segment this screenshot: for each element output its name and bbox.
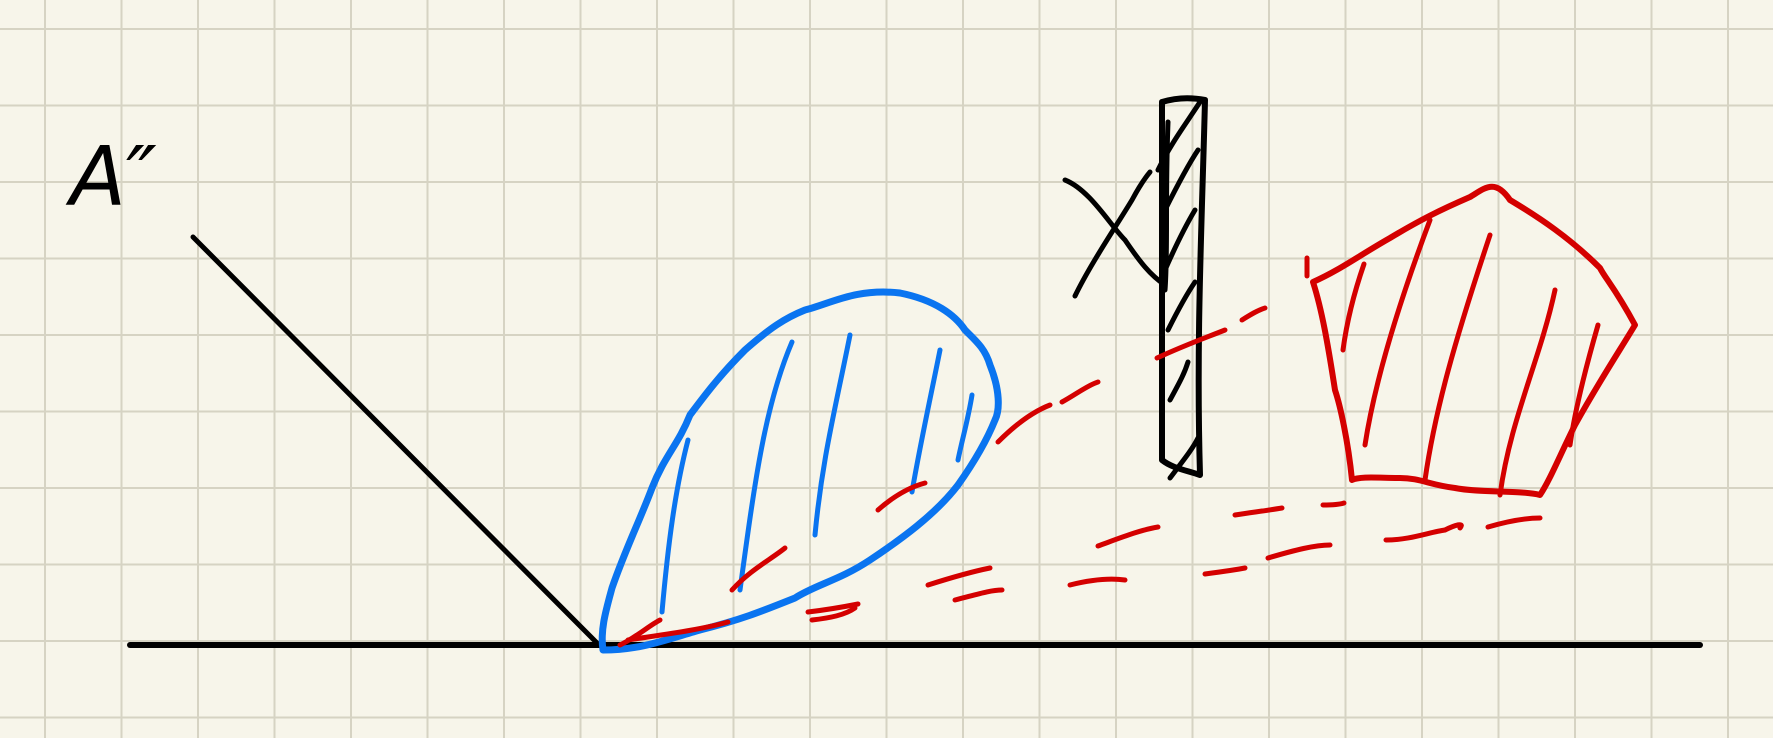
- post-hatch-4: [1165, 279, 1198, 333]
- red-dash: [1059, 379, 1101, 405]
- blue-object-outline: [598, 288, 1002, 654]
- red-dash: [1320, 500, 1347, 508]
- red-object-outline: [1310, 183, 1638, 498]
- red-hatch-5: [1567, 322, 1601, 448]
- blue-hatch-5: [955, 392, 975, 463]
- red-dash: [1154, 327, 1228, 361]
- red-dash: [625, 619, 731, 643]
- red-dash: [1067, 576, 1128, 588]
- light-ray: [190, 234, 601, 647]
- red-dash: [925, 565, 993, 588]
- red-hatch-4: [1497, 287, 1558, 498]
- red-dash: [1485, 515, 1543, 530]
- post-hatch-5: [1167, 359, 1191, 403]
- red-dash: [1383, 527, 1448, 543]
- red-dash: [1442, 522, 1464, 533]
- red-hatch-2: [1362, 217, 1433, 448]
- red-dash: [1202, 565, 1248, 577]
- post-hatch-1: [1155, 99, 1203, 173]
- red-dash: [617, 617, 663, 648]
- red-dash: [729, 545, 788, 593]
- red-dash: [1095, 524, 1161, 549]
- blue-hatch-1: [659, 437, 691, 615]
- red-dash: [1265, 542, 1333, 561]
- post-inner-line: [1162, 119, 1171, 293]
- red-hatch-1: [1340, 261, 1367, 353]
- blue-object: [598, 288, 1002, 654]
- red-dash: [805, 601, 861, 615]
- post-outline: [1159, 95, 1208, 478]
- red-dash: [995, 402, 1053, 445]
- red-dash: [952, 587, 1005, 603]
- post-cross-stroke-1: [1062, 177, 1168, 288]
- post-hatch-2: [1162, 147, 1201, 213]
- red-dash: [1232, 505, 1285, 518]
- red-dash: [1239, 305, 1268, 323]
- post-hatch-6: [1167, 435, 1201, 481]
- red-hatch-3: [1422, 232, 1493, 483]
- post-hatch-3: [1162, 207, 1198, 273]
- blue-hatch-4: [909, 347, 943, 495]
- red-dashed-projection: [617, 305, 1543, 648]
- annotation-label: A″: [65, 130, 157, 225]
- post-cross-stroke-2: [1072, 169, 1153, 299]
- black-post: [1062, 95, 1208, 481]
- blue-hatch-2: [737, 339, 795, 593]
- red-object: [1304, 183, 1638, 498]
- blue-hatch-3: [812, 332, 853, 538]
- red-dash: [809, 605, 858, 623]
- red-dash: [875, 480, 928, 513]
